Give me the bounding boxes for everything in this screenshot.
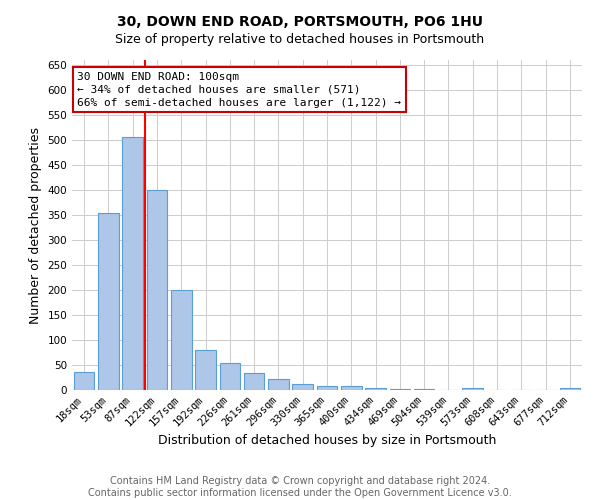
Bar: [463, 388, 483, 390]
Bar: [389, 388, 410, 390]
Bar: [292, 384, 313, 390]
Text: 30, DOWN END ROAD, PORTSMOUTH, PO6 1HU: 30, DOWN END ROAD, PORTSMOUTH, PO6 1HU: [117, 15, 483, 29]
Bar: [98, 212, 119, 390]
Bar: [146, 190, 167, 390]
X-axis label: Distribution of detached houses by size in Portsmouth: Distribution of detached houses by size …: [158, 434, 496, 447]
Text: Contains HM Land Registry data © Crown copyright and database right 2024.
Contai: Contains HM Land Registry data © Crown c…: [88, 476, 512, 498]
Bar: [74, 372, 94, 390]
Bar: [317, 386, 337, 390]
Bar: [365, 388, 386, 390]
Bar: [414, 388, 434, 390]
Bar: [341, 386, 362, 390]
Bar: [560, 388, 580, 390]
Text: Size of property relative to detached houses in Portsmouth: Size of property relative to detached ho…: [115, 32, 485, 46]
Text: 30 DOWN END ROAD: 100sqm
← 34% of detached houses are smaller (571)
66% of semi-: 30 DOWN END ROAD: 100sqm ← 34% of detach…: [77, 72, 401, 108]
Bar: [268, 378, 289, 390]
Bar: [195, 350, 216, 390]
Bar: [122, 136, 143, 390]
Y-axis label: Number of detached properties: Number of detached properties: [29, 126, 42, 324]
Bar: [220, 362, 240, 390]
Bar: [171, 290, 191, 390]
Bar: [244, 372, 265, 390]
